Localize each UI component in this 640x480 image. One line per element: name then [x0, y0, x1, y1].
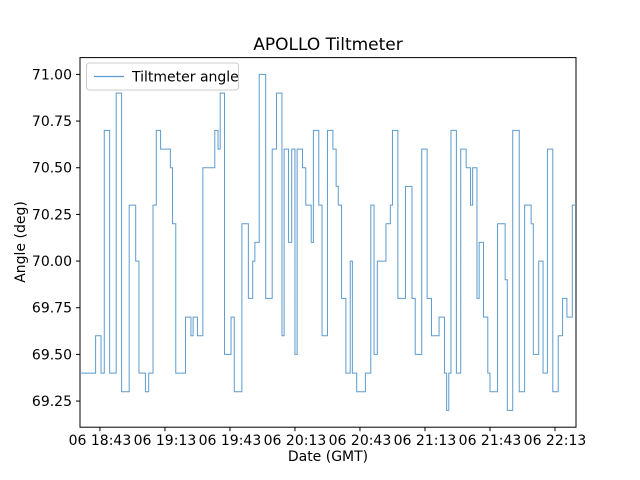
y-axis-label: Angle (deg): [13, 201, 29, 283]
x-tick-label: 06 19:43: [199, 433, 262, 449]
legend-box: [86, 62, 239, 91]
x-tick-label: 06 18:43: [69, 433, 132, 449]
chart-title: APOLLO Tiltmeter: [253, 35, 403, 55]
tiltmeter-angle-line: [80, 73, 576, 411]
axes-frame: [79, 57, 577, 428]
legend-label: Tiltmeter angle: [131, 70, 239, 86]
x-tick-label: 06 20:13: [264, 433, 327, 449]
y-axis-ticks: 69.25 69.50 69.75 70.00 70.25 70.50 70.75 71.00: [32, 67, 80, 410]
x-tick-label: 06 21:13: [394, 433, 457, 449]
y-tick-label: 71.00: [32, 67, 72, 83]
legend: Tiltmeter angle: [86, 62, 239, 91]
y-tick-label: 69.25: [32, 394, 72, 410]
x-axis-label: Date (GMT): [288, 449, 368, 465]
series-group: [80, 73, 576, 411]
x-tick-label: 06 19:13: [134, 433, 197, 449]
x-tick-label: 06 22:13: [524, 433, 587, 449]
y-tick-label: 69.50: [32, 347, 72, 363]
y-tick-label: 70.50: [32, 161, 72, 177]
y-tick-label: 70.00: [32, 254, 72, 270]
y-tick-label: 70.75: [32, 114, 72, 130]
x-tick-label: 06 21:43: [459, 433, 522, 449]
y-tick-label: 69.75: [32, 301, 72, 317]
y-tick-label: 70.25: [32, 207, 72, 223]
x-axis-ticks: 06 18:43 06 19:13 06 19:43 06 20:13 06 20:43…: [69, 427, 587, 449]
x-tick-label: 06 20:43: [329, 433, 392, 449]
